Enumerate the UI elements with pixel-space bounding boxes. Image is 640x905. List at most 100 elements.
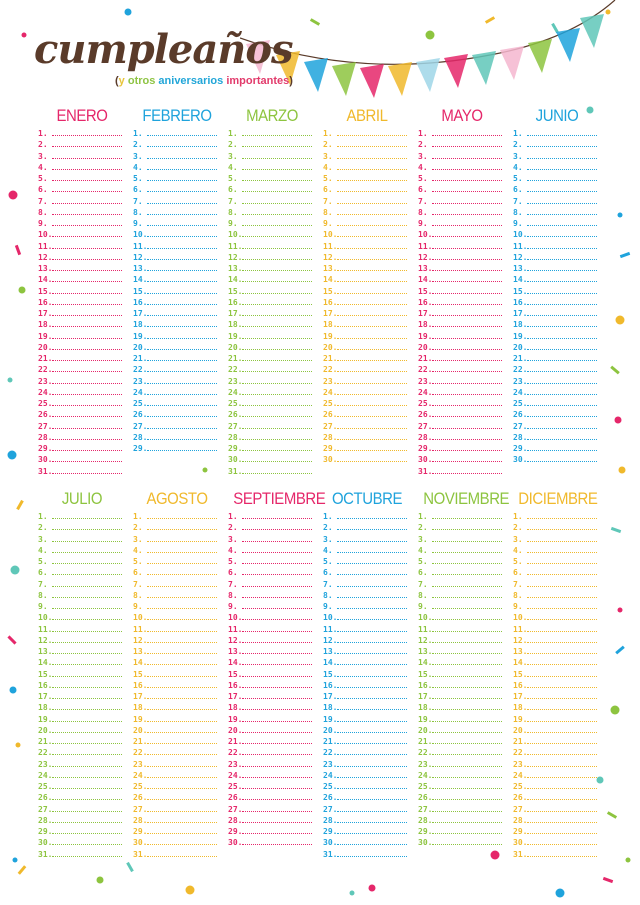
day-entry-line[interactable]: 10.: [323, 229, 411, 240]
day-entry-line[interactable]: 15.: [418, 286, 506, 297]
day-entry-line[interactable]: 24.: [133, 387, 221, 398]
day-entry-line[interactable]: 14.: [323, 274, 411, 285]
day-entry-line[interactable]: 10.: [133, 612, 221, 623]
day-entry-line[interactable]: 5.: [513, 173, 601, 184]
day-entry-line[interactable]: 4.: [133, 545, 221, 556]
day-entry-line[interactable]: 4.: [513, 545, 601, 556]
day-entry-line[interactable]: 26.: [513, 792, 601, 803]
day-entry-line[interactable]: 15.: [38, 669, 126, 680]
day-entry-line[interactable]: 10.: [513, 229, 601, 240]
day-entry-line[interactable]: 4.: [133, 162, 221, 173]
day-entry-line[interactable]: 25.: [228, 781, 316, 792]
day-entry-line[interactable]: 15.: [513, 669, 601, 680]
day-entry-line[interactable]: 19.: [513, 714, 601, 725]
day-entry-line[interactable]: 10.: [323, 612, 411, 623]
day-entry-line[interactable]: 14.: [513, 274, 601, 285]
day-entry-line[interactable]: 25.: [418, 781, 506, 792]
day-entry-line[interactable]: 17.: [323, 308, 411, 319]
day-entry-line[interactable]: 22.: [38, 747, 126, 758]
day-entry-line[interactable]: 13.: [133, 263, 221, 274]
day-entry-line[interactable]: 16.: [38, 680, 126, 691]
day-entry-line[interactable]: 1.: [133, 511, 221, 522]
day-entry-line[interactable]: 6.: [513, 567, 601, 578]
day-entry-line[interactable]: 7.: [133, 196, 221, 207]
day-entry-line[interactable]: 24.: [228, 387, 316, 398]
day-entry-line[interactable]: 20.: [513, 725, 601, 736]
day-entry-line[interactable]: 20.: [228, 342, 316, 353]
day-entry-line[interactable]: 20.: [133, 725, 221, 736]
day-entry-line[interactable]: 22.: [323, 364, 411, 375]
day-entry-line[interactable]: 8.: [133, 590, 221, 601]
day-entry-line[interactable]: 16.: [513, 297, 601, 308]
day-entry-line[interactable]: 21.: [228, 736, 316, 747]
day-entry-line[interactable]: 8.: [323, 590, 411, 601]
day-entry-line[interactable]: 5.: [418, 556, 506, 567]
day-entry-line[interactable]: 11.: [418, 624, 506, 635]
day-entry-line[interactable]: 4.: [38, 545, 126, 556]
day-entry-line[interactable]: 7.: [418, 579, 506, 590]
day-entry-line[interactable]: 28.: [323, 815, 411, 826]
day-entry-line[interactable]: 28.: [38, 815, 126, 826]
day-entry-line[interactable]: 2.: [228, 139, 316, 150]
day-entry-line[interactable]: 17.: [513, 308, 601, 319]
day-entry-line[interactable]: 10.: [228, 229, 316, 240]
day-entry-line[interactable]: 24.: [513, 770, 601, 781]
day-entry-line[interactable]: 6.: [38, 567, 126, 578]
day-entry-line[interactable]: 1.: [323, 128, 411, 139]
day-entry-line[interactable]: 22.: [228, 747, 316, 758]
day-entry-line[interactable]: 5.: [418, 173, 506, 184]
day-entry-line[interactable]: 15.: [323, 669, 411, 680]
day-entry-line[interactable]: 28.: [38, 432, 126, 443]
day-entry-line[interactable]: 3.: [133, 151, 221, 162]
day-entry-line[interactable]: 14.: [38, 657, 126, 668]
day-entry-line[interactable]: 3.: [418, 534, 506, 545]
day-entry-line[interactable]: 11.: [228, 624, 316, 635]
day-entry-line[interactable]: 19.: [418, 714, 506, 725]
day-entry-line[interactable]: 27.: [513, 421, 601, 432]
day-entry-line[interactable]: 23.: [323, 759, 411, 770]
day-entry-line[interactable]: 14.: [513, 657, 601, 668]
day-entry-line[interactable]: 24.: [323, 770, 411, 781]
day-entry-line[interactable]: 12.: [323, 252, 411, 263]
day-entry-line[interactable]: 21.: [418, 736, 506, 747]
day-entry-line[interactable]: 22.: [513, 747, 601, 758]
day-entry-line[interactable]: 17.: [418, 308, 506, 319]
day-entry-line[interactable]: 4.: [38, 162, 126, 173]
day-entry-line[interactable]: 3.: [228, 534, 316, 545]
day-entry-line[interactable]: 21.: [133, 736, 221, 747]
day-entry-line[interactable]: 20.: [133, 342, 221, 353]
day-entry-line[interactable]: 6.: [38, 184, 126, 195]
day-entry-line[interactable]: 20.: [323, 725, 411, 736]
day-entry-line[interactable]: 28.: [513, 432, 601, 443]
day-entry-line[interactable]: 9.: [228, 601, 316, 612]
day-entry-line[interactable]: 27.: [133, 421, 221, 432]
day-entry-line[interactable]: 27.: [38, 421, 126, 432]
day-entry-line[interactable]: 3.: [323, 151, 411, 162]
day-entry-line[interactable]: 12.: [38, 252, 126, 263]
day-entry-line[interactable]: 18.: [323, 702, 411, 713]
day-entry-line[interactable]: 24.: [418, 387, 506, 398]
day-entry-line[interactable]: 15.: [513, 286, 601, 297]
day-entry-line[interactable]: 18.: [418, 319, 506, 330]
day-entry-line[interactable]: 12.: [228, 252, 316, 263]
day-entry-line[interactable]: 22.: [418, 747, 506, 758]
day-entry-line[interactable]: 9.: [133, 218, 221, 229]
day-entry-line[interactable]: 29.: [513, 443, 601, 454]
day-entry-line[interactable]: 29.: [323, 826, 411, 837]
day-entry-line[interactable]: 24.: [513, 387, 601, 398]
day-entry-line[interactable]: 29.: [228, 826, 316, 837]
day-entry-line[interactable]: 26.: [418, 792, 506, 803]
day-entry-line[interactable]: 7.: [513, 579, 601, 590]
day-entry-line[interactable]: 8.: [133, 207, 221, 218]
day-entry-line[interactable]: 17.: [133, 308, 221, 319]
day-entry-line[interactable]: 13.: [418, 646, 506, 657]
day-entry-line[interactable]: 20.: [323, 342, 411, 353]
day-entry-line[interactable]: 11.: [323, 624, 411, 635]
day-entry-line[interactable]: 27.: [323, 421, 411, 432]
day-entry-line[interactable]: 27.: [38, 804, 126, 815]
day-entry-line[interactable]: 21.: [418, 353, 506, 364]
day-entry-line[interactable]: 11.: [133, 241, 221, 252]
day-entry-line[interactable]: 12.: [513, 635, 601, 646]
day-entry-line[interactable]: 28.: [133, 432, 221, 443]
day-entry-line[interactable]: 26.: [323, 792, 411, 803]
